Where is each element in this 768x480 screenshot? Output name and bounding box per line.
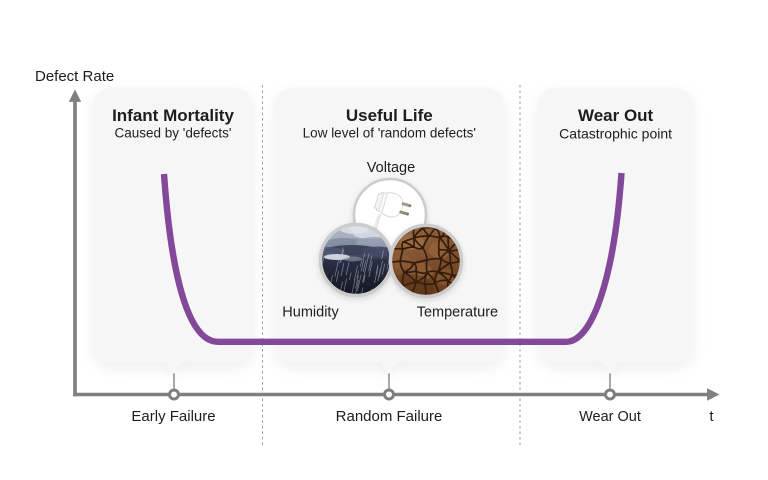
- svg-text:Temperature: Temperature: [417, 305, 498, 321]
- svg-text:Humidity: Humidity: [282, 305, 339, 321]
- svg-text:Low level of 'random defects': Low level of 'random defects': [303, 126, 476, 141]
- svg-text:Wear Out: Wear Out: [579, 409, 641, 425]
- svg-text:Wear Out: Wear Out: [578, 106, 654, 125]
- svg-text:Defect Rate: Defect Rate: [35, 68, 114, 85]
- svg-text:Random Failure: Random Failure: [336, 408, 443, 425]
- svg-text:Voltage: Voltage: [367, 160, 415, 176]
- svg-text:Useful Life: Useful Life: [346, 106, 433, 125]
- svg-text:Catastrophic point: Catastrophic point: [559, 126, 672, 142]
- svg-text:Caused by 'defects': Caused by 'defects': [115, 126, 232, 141]
- svg-text:Infant Mortality: Infant Mortality: [112, 106, 234, 125]
- svg-text:Early Failure: Early Failure: [131, 408, 215, 425]
- svg-text:t: t: [709, 408, 714, 425]
